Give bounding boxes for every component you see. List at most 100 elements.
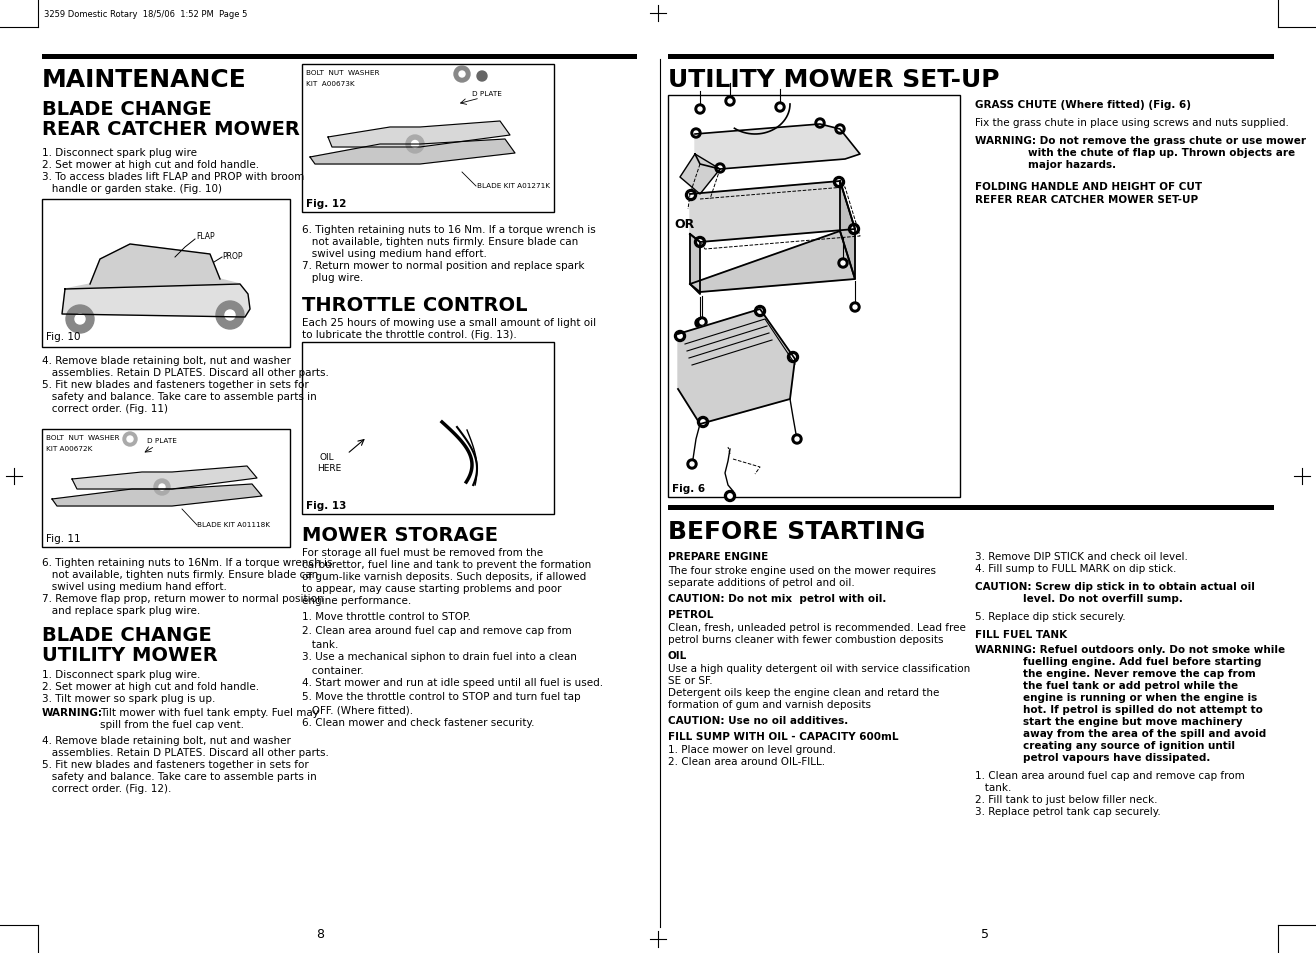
Text: The four stroke engine used on the mower requires: The four stroke engine used on the mower… (669, 565, 936, 576)
Text: For storage all fuel must be removed from the: For storage all fuel must be removed fro… (301, 547, 544, 558)
Polygon shape (53, 484, 262, 506)
Polygon shape (72, 467, 257, 490)
Circle shape (851, 228, 857, 232)
Text: 3259 Domestic Rotary  18/5/06  1:52 PM  Page 5: 3259 Domestic Rotary 18/5/06 1:52 PM Pag… (43, 10, 247, 19)
Text: 7. Remove flap prop, return mower to normal position: 7. Remove flap prop, return mower to nor… (42, 594, 324, 603)
Text: Fig. 6: Fig. 6 (672, 483, 705, 494)
Circle shape (754, 306, 766, 317)
Bar (669, 505, 1274, 511)
Text: WARNING:: WARNING: (42, 707, 103, 718)
Text: hot. If petrol is spilled do not attempt to: hot. If petrol is spilled do not attempt… (1023, 704, 1263, 714)
Circle shape (837, 181, 841, 185)
Polygon shape (678, 310, 795, 424)
Circle shape (128, 436, 133, 442)
Text: Fig. 13: Fig. 13 (307, 500, 346, 511)
Polygon shape (62, 285, 250, 317)
Text: 6. Clean mower and check fastener security.: 6. Clean mower and check fastener securi… (301, 718, 534, 727)
Text: 1. Disconnect spark plug wire.: 1. Disconnect spark plug wire. (42, 669, 200, 679)
Text: FLAP: FLAP (196, 232, 215, 241)
Circle shape (728, 495, 732, 498)
Text: HERE: HERE (317, 463, 341, 473)
Circle shape (694, 132, 697, 136)
Text: 1. Disconnect spark plug wire: 1. Disconnect spark plug wire (42, 148, 197, 158)
Text: 1. Place mower on level ground.: 1. Place mower on level ground. (669, 744, 836, 754)
Circle shape (678, 335, 682, 339)
Circle shape (715, 164, 725, 173)
Text: PETROL: PETROL (669, 609, 713, 619)
Text: 8: 8 (316, 927, 324, 940)
Circle shape (819, 122, 822, 126)
Text: tank.: tank. (301, 639, 338, 649)
Text: MAINTENANCE: MAINTENANCE (42, 68, 247, 91)
Bar (301, 343, 554, 515)
Text: UTILITY MOWER SET-UP: UTILITY MOWER SET-UP (669, 68, 999, 91)
Circle shape (159, 484, 164, 491)
Text: CAUTION: Use no oil additives.: CAUTION: Use no oil additives. (669, 716, 849, 725)
Text: 3. Tilt mower so spark plug is up.: 3. Tilt mower so spark plug is up. (42, 693, 216, 703)
Text: UTILITY MOWER: UTILITY MOWER (42, 645, 217, 664)
Text: 3. Replace petrol tank cap securely.: 3. Replace petrol tank cap securely. (975, 806, 1161, 816)
Text: PROP: PROP (222, 252, 242, 261)
Text: THROTTLE CONTROL: THROTTLE CONTROL (301, 295, 528, 314)
Circle shape (834, 125, 845, 135)
Circle shape (476, 71, 487, 82)
Text: petrol burns cleaner with fewer combustion deposits: petrol burns cleaner with fewer combusti… (669, 635, 944, 644)
Circle shape (838, 128, 842, 132)
Text: engine performance.: engine performance. (301, 596, 411, 605)
Circle shape (75, 314, 86, 325)
Text: OR: OR (674, 218, 695, 231)
Text: BOLT  NUT  WASHER: BOLT NUT WASHER (307, 70, 379, 76)
Text: the fuel tank or add petrol while the: the fuel tank or add petrol while the (1023, 680, 1238, 690)
Text: start the engine but move machinery: start the engine but move machinery (1023, 717, 1242, 726)
Circle shape (758, 310, 762, 314)
Circle shape (691, 129, 701, 139)
Text: fuelling engine. Add fuel before starting: fuelling engine. Add fuel before startin… (1023, 657, 1262, 666)
Text: Fig. 12: Fig. 12 (307, 199, 346, 209)
Circle shape (841, 262, 845, 266)
Text: OIL: OIL (669, 650, 687, 660)
Polygon shape (311, 140, 515, 165)
Text: FILL FUEL TANK: FILL FUEL TANK (975, 629, 1067, 639)
Text: BLADE CHANGE: BLADE CHANGE (42, 625, 212, 644)
Text: plug wire.: plug wire. (301, 273, 363, 283)
Text: 2. Clean area around fuel cap and remove cap from: 2. Clean area around fuel cap and remove… (301, 625, 571, 636)
Text: BLADE KIT A01271K: BLADE KIT A01271K (476, 183, 550, 189)
Text: BOLT  NUT  WASHER: BOLT NUT WASHER (46, 435, 120, 440)
Bar (42, 55, 637, 60)
Circle shape (725, 97, 736, 107)
Text: Detergent oils keep the engine clean and retard the: Detergent oils keep the engine clean and… (669, 687, 940, 698)
Text: FOLDING HANDLE AND HEIGHT OF CUT: FOLDING HANDLE AND HEIGHT OF CUT (975, 182, 1202, 192)
Circle shape (686, 191, 696, 201)
Polygon shape (328, 122, 511, 148)
Circle shape (849, 224, 859, 235)
Circle shape (412, 141, 418, 149)
Polygon shape (840, 182, 855, 280)
Polygon shape (64, 245, 240, 290)
Text: formation of gum and varnish deposits: formation of gum and varnish deposits (669, 700, 871, 709)
Text: 1. Clean area around fuel cap and remove cap from: 1. Clean area around fuel cap and remove… (975, 770, 1245, 781)
Text: to lubricate the throttle control. (Fig. 13).: to lubricate the throttle control. (Fig.… (301, 330, 517, 339)
Circle shape (697, 417, 708, 428)
Text: 4. Remove blade retaining bolt, nut and washer: 4. Remove blade retaining bolt, nut and … (42, 355, 291, 366)
Circle shape (787, 352, 799, 363)
Polygon shape (690, 232, 855, 293)
Text: WARNING: Refuel outdoors only. Do not smoke while: WARNING: Refuel outdoors only. Do not sm… (975, 644, 1286, 655)
Text: container.: container. (301, 665, 363, 676)
Circle shape (728, 100, 732, 104)
Text: petrol vapours have dissipated.: petrol vapours have dissipated. (1023, 752, 1211, 762)
Circle shape (697, 317, 707, 328)
Text: handle or garden stake. (Fig. 10): handle or garden stake. (Fig. 10) (42, 184, 222, 193)
Text: CAUTION: Do not mix  petrol with oil.: CAUTION: Do not mix petrol with oil. (669, 594, 887, 603)
Circle shape (216, 302, 243, 330)
Text: 3. Use a mechanical siphon to drain fuel into a clean: 3. Use a mechanical siphon to drain fuel… (301, 651, 576, 661)
Text: safety and balance. Take care to assemble parts in: safety and balance. Take care to assembl… (42, 392, 317, 401)
Text: not available, tighten nuts firmly. Ensure blade can: not available, tighten nuts firmly. Ensu… (301, 236, 578, 247)
Text: BEFORE STARTING: BEFORE STARTING (669, 519, 925, 543)
Text: 2. Set mower at high cut and fold handle.: 2. Set mower at high cut and fold handle… (42, 160, 259, 170)
Text: 1. Move throttle control to STOP.: 1. Move throttle control to STOP. (301, 612, 471, 621)
Circle shape (122, 433, 137, 447)
Text: assemblies. Retain D PLATES. Discard all other parts.: assemblies. Retain D PLATES. Discard all… (42, 747, 329, 758)
Text: Use a high quality detergent oil with service classification: Use a high quality detergent oil with se… (669, 663, 970, 673)
Circle shape (687, 459, 697, 470)
Text: 4. Start mower and run at idle speed until all fuel is used.: 4. Start mower and run at idle speed unt… (301, 678, 603, 687)
